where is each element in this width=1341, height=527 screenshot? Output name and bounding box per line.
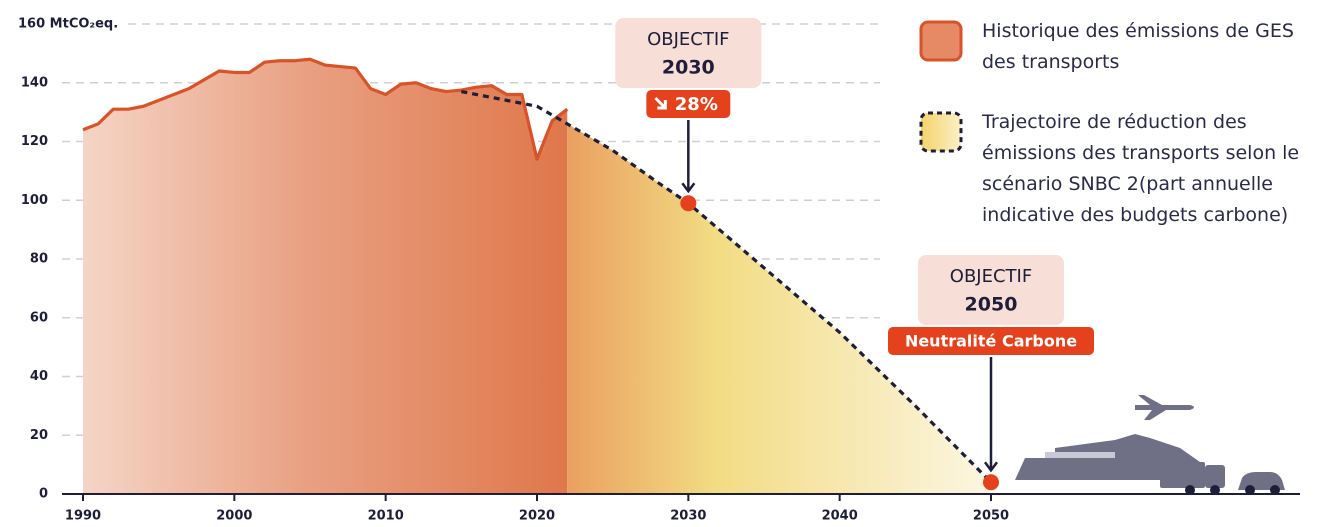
annotation-year: 2050 bbox=[965, 294, 1018, 316]
x-tick-label: 2010 bbox=[368, 509, 404, 524]
y-tick-label: 60 bbox=[30, 310, 48, 325]
annotation-badge-text: 28% bbox=[675, 94, 718, 115]
target-point bbox=[983, 474, 999, 490]
annotation-badge-text: Neutralité Carbone bbox=[905, 332, 1077, 351]
legend-swatch bbox=[921, 113, 961, 151]
y-tick-label: 40 bbox=[30, 369, 48, 384]
y-tick-label: 20 bbox=[30, 428, 48, 443]
annotation-label: OBJECTIF bbox=[647, 29, 729, 50]
y-tick-label: 80 bbox=[30, 252, 48, 267]
y-tick-label: 140 bbox=[21, 75, 48, 90]
y-tick-label: 100 bbox=[21, 193, 48, 208]
annotation-year: 2030 bbox=[662, 57, 715, 79]
x-tick-label: 2020 bbox=[519, 509, 555, 524]
areas bbox=[83, 59, 991, 494]
area bbox=[83, 59, 567, 494]
vehicles-icon bbox=[1015, 395, 1285, 495]
legend-label: Trajectoire de réduction des émissions d… bbox=[982, 107, 1332, 231]
x-tick-label: 2050 bbox=[973, 509, 1009, 524]
x-tick-label: 1990 bbox=[65, 509, 101, 524]
x-tick-label: 2030 bbox=[670, 509, 706, 524]
y-tick-label: 0 bbox=[39, 487, 48, 502]
x-tick-label: 2000 bbox=[216, 509, 252, 524]
y-tick-label: 160 MtCO₂eq. bbox=[18, 17, 118, 32]
target-point bbox=[680, 195, 696, 211]
legend-swatch bbox=[921, 22, 961, 60]
annotation-label: OBJECTIF bbox=[950, 266, 1032, 287]
legend-label: Historique des émissions de GES des tran… bbox=[982, 16, 1332, 78]
chart: 020406080100120140160 MtCO₂eq.1990200020… bbox=[0, 0, 1341, 527]
y-tick-label: 120 bbox=[21, 134, 48, 149]
x-tick-label: 2040 bbox=[822, 509, 858, 524]
page: 020406080100120140160 MtCO₂eq.1990200020… bbox=[0, 0, 1341, 527]
